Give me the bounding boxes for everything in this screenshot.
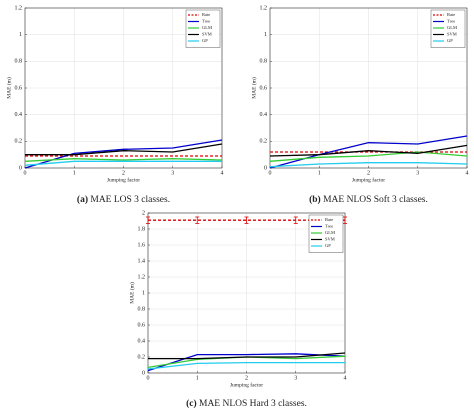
y-tick-label: 0.2: [260, 139, 268, 145]
caption: (b) MAE NLOS Soft 3 classes.: [309, 194, 428, 205]
legend-label: Tree: [202, 19, 210, 24]
y-tick-label: 1.2: [260, 5, 268, 11]
legend-label: GP: [202, 38, 208, 43]
series-line: [25, 143, 223, 156]
x-axis-label: Jumping factor: [230, 381, 263, 388]
y-tick-label: 0.4: [138, 338, 146, 344]
y-tick-label: 1.2: [15, 5, 23, 11]
y-axis-label: MAE (m): [250, 77, 257, 99]
series-line: [269, 144, 468, 157]
x-tick-label: 2: [245, 375, 248, 381]
panel: 0 0.2 0.4 0.6 0.8 1 1.2 0 1 2 3 4 Jumping factor MAE …: [250, 5, 468, 205]
x-tick-label: 0: [24, 170, 27, 176]
y-tick-label: 0.2: [15, 139, 23, 145]
caption-label: (a): [77, 194, 88, 205]
series-line: [24, 139, 223, 169]
y-tick-label: 1: [264, 32, 267, 38]
axes-frame: [147, 212, 346, 374]
y-tick-label: 1: [19, 32, 22, 38]
x-tick-label: 4: [466, 170, 469, 176]
x-tick-label: 0: [147, 375, 150, 381]
y-tick-label: 0.8: [260, 59, 268, 65]
x-tick-label: 4: [344, 375, 347, 381]
x-tick-label: 1: [196, 375, 199, 381]
legend-label: Rate: [202, 12, 210, 17]
y-tick-label: 0.4: [260, 112, 268, 118]
caption-text: MAE NLOS Soft 3 classes.: [323, 194, 428, 205]
y-tick-label: 1: [142, 290, 145, 296]
x-tick-label: 3: [171, 170, 174, 176]
y-tick-label: 0.6: [260, 85, 268, 91]
y-tick-label: 1.6: [138, 242, 146, 248]
legend-label: SVM: [325, 237, 335, 242]
legend-label: Tree: [325, 224, 333, 229]
x-tick-label: 1: [73, 170, 76, 176]
x-tick-label: 2: [367, 170, 370, 176]
legend-label: GP: [447, 38, 453, 43]
x-tick-label: 2: [122, 170, 125, 176]
caption: (c) MAE NLOS Hard 3 classes.: [186, 398, 307, 409]
x-tick-label: 0: [269, 170, 272, 176]
y-tick-label: 0.6: [15, 85, 23, 91]
legend-label: GLM: [202, 25, 212, 30]
series-line: [147, 361, 345, 370]
legend-label: GP: [325, 243, 331, 248]
caption-label: (c): [186, 398, 197, 409]
series-line: [147, 353, 346, 372]
y-tick-label: 0: [264, 165, 267, 171]
y-tick-label: 1.2: [138, 274, 146, 280]
error-bar: [244, 216, 249, 224]
axes-frame: [269, 7, 468, 169]
x-tick-label: 3: [294, 375, 297, 381]
caption-text: MAE LOS 3 classes.: [90, 195, 170, 205]
y-tick-label: 0.2: [138, 354, 146, 360]
panel: 0 0.2 0.4 0.6 0.8 1 1.2 0 1 2 3 4 Jumping factor MAE …: [5, 5, 223, 205]
error-bar: [343, 216, 347, 224]
legend-label: SVM: [447, 32, 457, 37]
series-line: [269, 151, 468, 162]
legend-label: GLM: [325, 230, 335, 235]
x-tick-label: 3: [416, 170, 419, 176]
series-line: [269, 162, 468, 168]
legend-label: SVM: [202, 32, 212, 37]
axes-frame: [24, 7, 223, 169]
legend-label: Rate: [325, 217, 333, 222]
y-tick-label: 0.8: [15, 59, 23, 65]
series-line: [148, 352, 346, 360]
y-axis-label: MAE (m): [128, 282, 135, 304]
error-bar: [195, 216, 200, 224]
panel: 0 0.2 0.4 0.6 0.8 1 1.2 1.4 1.6 1.8 2 0 1 2 3 4 Jumping …: [128, 210, 347, 409]
series-line: [24, 160, 222, 166]
y-axis-label: MAE (m): [5, 77, 12, 99]
y-tick-label: 0: [19, 165, 22, 171]
legend-label: GLM: [447, 25, 457, 30]
caption-text: MAE NLOS Hard 3 classes.: [199, 399, 307, 409]
x-tick-label: 4: [221, 170, 224, 176]
y-tick-label: 1.8: [138, 226, 146, 232]
caption-label: (b): [309, 194, 321, 205]
legend-label: Tree: [447, 19, 455, 24]
y-tick-label: 0.6: [138, 322, 146, 328]
y-tick-label: 0: [142, 370, 145, 376]
error-bar: [293, 216, 298, 224]
caption: (a) MAE LOS 3 classes.: [77, 194, 170, 205]
y-tick-label: 0.4: [15, 112, 23, 118]
series-line: [24, 158, 223, 162]
y-tick-label: 1.4: [138, 258, 146, 264]
x-tick-label: 1: [318, 170, 321, 176]
legend-label: Rate: [447, 12, 455, 17]
x-axis-label: Jumping factor: [107, 176, 140, 183]
error-bar: [146, 216, 150, 224]
x-axis-label: Jumping factor: [352, 176, 385, 183]
y-tick-label: 2: [142, 210, 145, 216]
y-tick-label: 0.8: [138, 306, 146, 312]
